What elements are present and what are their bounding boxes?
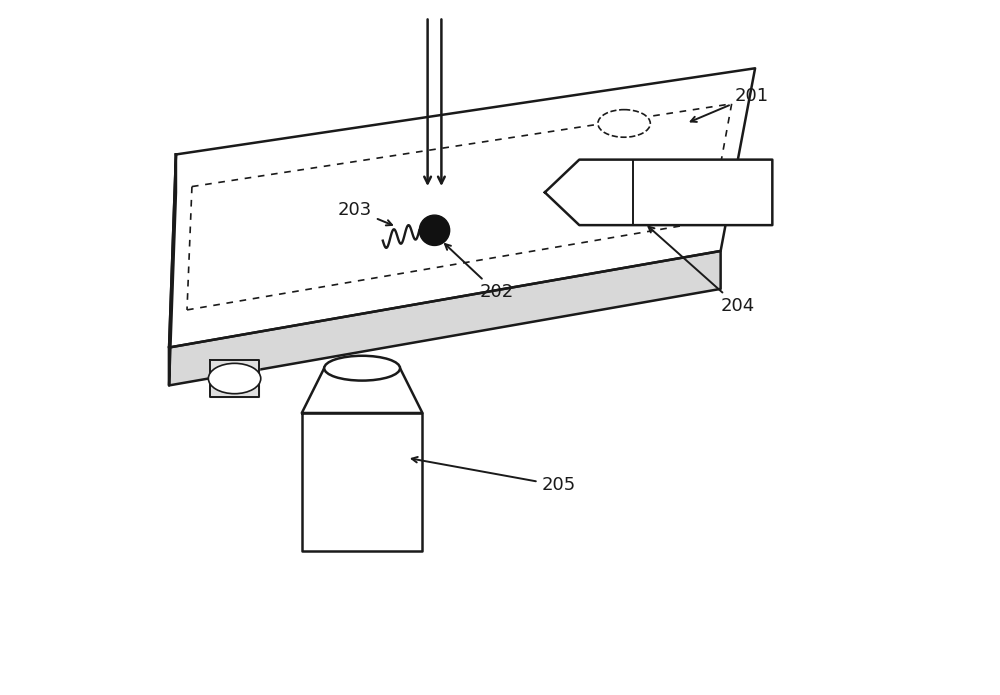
Polygon shape	[210, 359, 259, 398]
Ellipse shape	[598, 110, 650, 137]
Polygon shape	[545, 160, 772, 225]
Text: 202: 202	[445, 244, 514, 302]
Text: 203: 203	[338, 201, 392, 225]
Polygon shape	[169, 68, 755, 348]
Polygon shape	[169, 251, 721, 386]
Ellipse shape	[208, 363, 261, 393]
Text: 205: 205	[412, 457, 576, 494]
Polygon shape	[302, 413, 422, 551]
Polygon shape	[169, 154, 176, 386]
Ellipse shape	[324, 356, 400, 381]
Circle shape	[419, 215, 450, 245]
Text: 204: 204	[648, 227, 755, 315]
Text: 201: 201	[691, 87, 769, 122]
Polygon shape	[302, 368, 422, 413]
